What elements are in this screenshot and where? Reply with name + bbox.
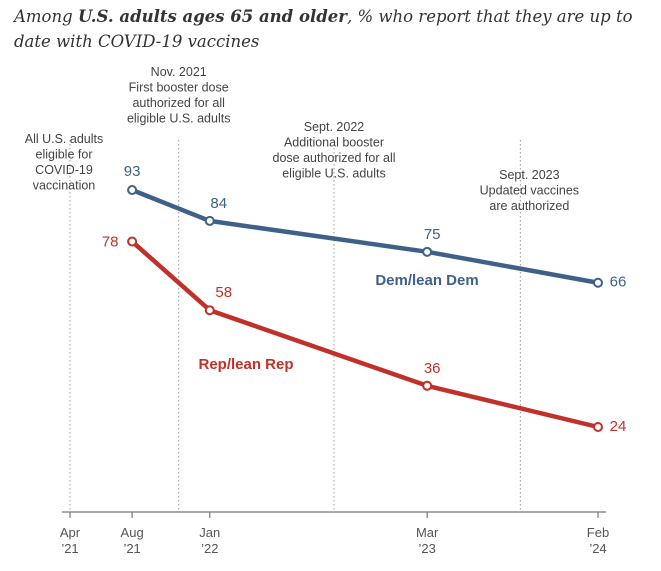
annotation-text-2: Nov. 2021 First booster dose authorized fo… — [127, 65, 231, 126]
annotation-text-4: Sept. 2023 Updated vaccines are authorized — [480, 168, 579, 213]
data-point-dem-2 — [204, 215, 215, 226]
data-label-dem-3: 75 — [424, 226, 441, 243]
chart-title-emphasis: U.S. adults ages 65 and older — [77, 7, 347, 26]
x-tick-label-5: Feb ’24 — [587, 525, 609, 556]
x-tick-label-1: Apr ’21 — [60, 525, 81, 556]
series-line-rep — [129, 239, 601, 430]
data-point-rep-2 — [204, 305, 215, 316]
data-point-rep-1 — [127, 236, 138, 247]
chart-title: Among U.S. adults ages 65 and older, % w… — [14, 7, 633, 51]
annotation-text-3: Sept. 2022 Additional booster dose authori… — [273, 120, 396, 181]
series-label-dem: Dem/lean Dem — [375, 272, 478, 289]
data-point-dem-4 — [593, 277, 603, 288]
x-tick-label-4: Mar ’23 — [416, 525, 439, 556]
x-tick-label-3: Jan ’22 — [199, 525, 220, 556]
data-point-rep-3 — [422, 380, 433, 391]
data-point-dem-3 — [422, 246, 433, 257]
data-point-rep-4 — [593, 422, 603, 432]
data-label-rep-2: 58 — [215, 284, 232, 301]
data-point-dem-1 — [127, 185, 138, 195]
series-label-rep: Rep/lean Rep — [198, 356, 293, 373]
data-label-rep-3: 36 — [424, 360, 441, 377]
data-label-dem-1: 93 — [124, 163, 141, 180]
data-label-rep-4: 24 — [610, 418, 627, 435]
x-tick-label-2: Aug ’21 — [121, 525, 144, 556]
series-line-dem — [129, 187, 601, 285]
data-label-rep-1: 78 — [102, 234, 119, 251]
data-label-dem-4: 66 — [610, 274, 627, 291]
annotation-text-1: All U.S. adults eligible for COVID-19 vacci… — [25, 132, 104, 193]
data-label-dem-2: 84 — [210, 195, 227, 212]
